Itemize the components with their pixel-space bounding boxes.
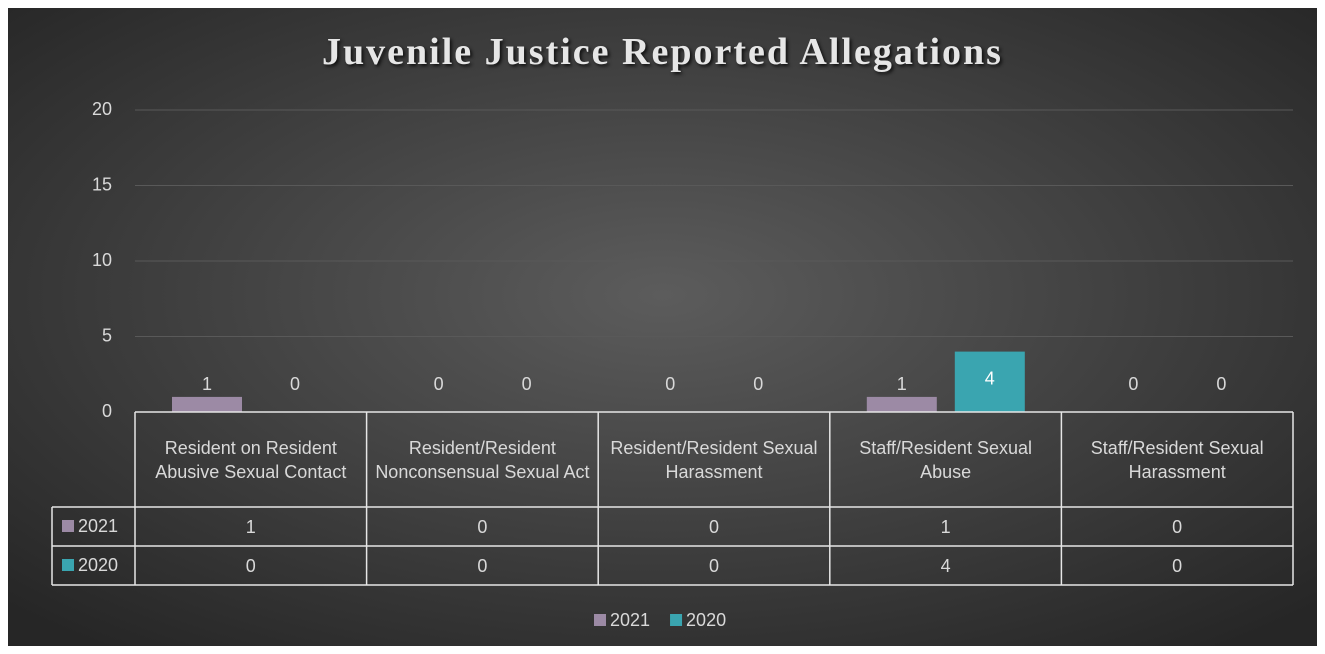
chart-title: Juvenile Justice Reported Allegations xyxy=(322,31,1003,73)
y-tick-label: 10 xyxy=(92,250,112,270)
y-tick-label: 15 xyxy=(92,174,112,194)
data-label: 4 xyxy=(985,368,995,388)
data-label: 0 xyxy=(1216,374,1226,394)
table-cell: 0 xyxy=(245,555,256,576)
legend-label: 2021 xyxy=(610,610,650,630)
table-cell: 0 xyxy=(477,516,488,537)
bar xyxy=(172,396,242,412)
table-legend-key xyxy=(62,520,74,532)
legend-key xyxy=(670,614,683,626)
bar xyxy=(954,351,1025,412)
legend-label: 2020 xyxy=(686,610,726,630)
x-tick-label: Resident/Resident Nonconsensual Sexual A… xyxy=(375,437,590,482)
y-tick-label: 5 xyxy=(102,325,112,345)
x-tick-label: Staff/Resident Sexual Harassment xyxy=(1090,437,1264,482)
table-cell: 0 xyxy=(708,555,719,576)
table-row-label: 2021 xyxy=(78,516,118,536)
table-cell: 1 xyxy=(940,516,951,537)
x-tick-label: Staff/Resident Sexual Abuse xyxy=(859,437,1032,482)
table-cell: 0 xyxy=(1172,516,1183,537)
table-cell: 1 xyxy=(245,516,256,537)
bar xyxy=(866,396,937,412)
table-cell: 0 xyxy=(708,516,719,537)
table-cell: 0 xyxy=(1172,555,1183,576)
data-label: 0 xyxy=(522,374,532,394)
table-cell: 0 xyxy=(477,555,488,576)
data-label: 0 xyxy=(290,374,300,394)
table-row-label: 2020 xyxy=(78,555,118,575)
data-label: 1 xyxy=(202,374,212,394)
data-label: 0 xyxy=(665,374,675,394)
x-tick-label: Resident on Resident Abusive Sexual Cont… xyxy=(155,437,347,482)
table-legend-key xyxy=(62,559,74,571)
data-label: 1 xyxy=(897,374,907,394)
table-cell: 4 xyxy=(940,555,951,576)
data-label: 0 xyxy=(753,374,763,394)
x-tick-label: Resident/Resident Sexual Harassment xyxy=(610,437,818,482)
legend-key xyxy=(594,614,606,626)
y-tick-label: 0 xyxy=(102,401,112,421)
data-label: 0 xyxy=(1128,374,1138,394)
y-tick-label: 20 xyxy=(92,99,112,119)
data-label: 0 xyxy=(434,374,444,394)
chart-background xyxy=(8,8,1317,646)
